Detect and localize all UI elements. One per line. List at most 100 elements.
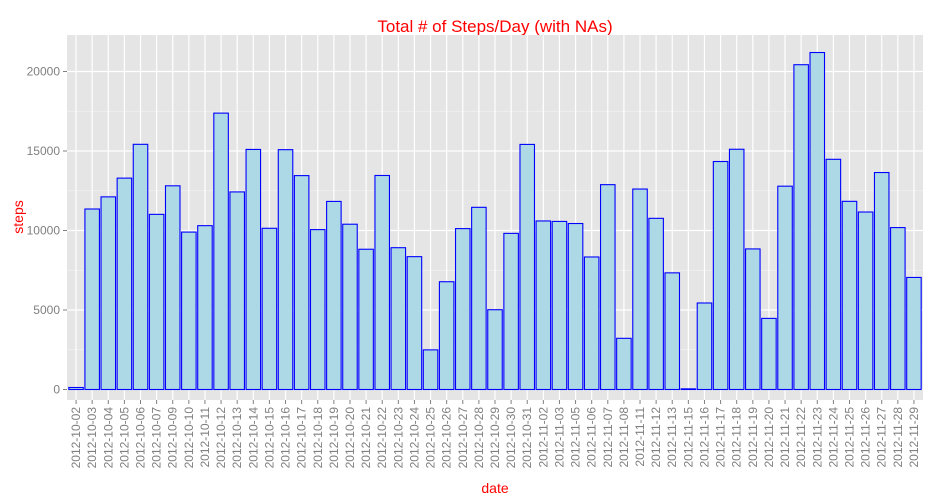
bar-2012-11-27 — [873, 171, 890, 391]
bar-2012-10-20 — [342, 223, 358, 391]
x-tick-label: 2012-11-03 — [552, 407, 566, 468]
x-tick-label: 2012-11-22 — [794, 407, 808, 468]
x-tick-label: 2012-11-07 — [601, 407, 615, 468]
x-tick-label: 2012-11-21 — [778, 407, 792, 468]
x-tick-label: 2012-10-31 — [520, 407, 534, 469]
x-tick-label: 2012-10-20 — [343, 407, 357, 469]
bar-2012-11-16 — [696, 302, 713, 391]
y-axis: 0 5000 10000 15000 20000 — [27, 65, 67, 397]
bar-2012-10-21 — [358, 248, 374, 391]
x-tick-label: 2012-10-16 — [279, 407, 293, 469]
bar-2012-11-05 — [567, 222, 584, 391]
bar-2012-10-17 — [293, 175, 310, 391]
bar-2012-10-18 — [309, 229, 326, 391]
x-tick-label: 2012-11-02 — [536, 407, 550, 468]
x-tick-label: 2012-11-17 — [714, 407, 728, 468]
bar-2012-10-13 — [229, 191, 245, 391]
x-tick-label: 2012-10-06 — [134, 407, 148, 469]
x-tick-label: 2012-11-29 — [907, 407, 921, 468]
bar-2012-10-28 — [471, 206, 487, 391]
bar-2012-11-08 — [616, 337, 632, 391]
bar-2012-11-02 — [535, 220, 552, 391]
x-tick-label: 2012-10-28 — [472, 407, 486, 469]
x-tick-label: 2012-10-11 — [198, 407, 212, 468]
bar-2012-10-05 — [116, 177, 133, 391]
bar-2012-11-11 — [632, 188, 648, 391]
x-tick-label: 2012-10-10 — [182, 407, 196, 469]
x-tick-label: 2012-10-15 — [262, 407, 276, 469]
bar-2012-10-03 — [84, 208, 100, 391]
bar-2012-10-24 — [406, 256, 423, 391]
bar-2012-11-21 — [777, 185, 793, 391]
x-tick-label: 2012-10-03 — [85, 407, 99, 469]
bar-2012-11-15 — [680, 388, 697, 391]
x-tick-label: 2012-11-06 — [585, 407, 599, 468]
bar-2012-10-27 — [454, 228, 471, 391]
bar-2012-11-07 — [599, 184, 616, 391]
x-tick-label: 2012-11-26 — [859, 407, 873, 468]
x-tick-label: 2012-10-17 — [295, 407, 309, 469]
bar-2012-10-26 — [438, 281, 455, 391]
bar-2012-11-25 — [841, 200, 858, 391]
x-tick-label: 2012-10-04 — [101, 407, 115, 469]
bar-2012-10-09 — [164, 185, 181, 391]
bar-2012-11-13 — [664, 272, 681, 391]
y-tick-label: 0 — [53, 383, 60, 397]
x-tick-label: 2012-10-21 — [359, 407, 373, 469]
bar-2012-10-19 — [326, 200, 342, 391]
y-tick-label: 5000 — [33, 303, 60, 317]
x-tick-label: 2012-11-20 — [762, 407, 776, 468]
bar-2012-10-06 — [132, 143, 149, 391]
x-tick-label: 2012-10-14 — [246, 407, 260, 469]
x-tick-label: 2012-10-18 — [311, 407, 325, 469]
x-tick-label: 2012-11-18 — [730, 407, 744, 468]
bars-group — [68, 51, 922, 391]
x-tick-label: 2012-11-13 — [665, 407, 679, 468]
bar-2012-10-30 — [503, 232, 519, 391]
y-tick-label: 15000 — [27, 144, 61, 158]
x-tick-label: 2012-10-30 — [504, 407, 518, 469]
bar-2012-10-29 — [487, 309, 503, 391]
x-tick-label: 2012-11-25 — [842, 407, 856, 468]
bar-2012-11-23 — [809, 51, 826, 391]
bar-2012-10-25 — [422, 349, 439, 391]
bar-2012-11-29 — [906, 276, 922, 391]
x-tick-label: 2012-11-11 — [633, 407, 647, 467]
bar-2012-11-12 — [648, 217, 664, 391]
bar-2012-10-22 — [374, 174, 391, 391]
bar-2012-10-16 — [277, 149, 294, 391]
x-tick-label: 2012-10-26 — [440, 407, 454, 469]
x-tick-label: 2012-10-22 — [375, 407, 389, 469]
x-tick-label: 2012-10-07 — [150, 407, 164, 469]
x-tick-label: 2012-11-05 — [569, 407, 583, 468]
bar-2012-10-07 — [148, 213, 165, 391]
bar-2012-10-04 — [100, 196, 117, 391]
y-tick-label: 10000 — [27, 224, 61, 238]
bar-2012-10-23 — [390, 247, 407, 391]
bar-2012-10-10 — [181, 231, 197, 391]
x-tick-label: 2012-10-05 — [117, 407, 131, 469]
bar-2012-11-26 — [857, 211, 874, 391]
x-tick-label: 2012-11-24 — [826, 407, 840, 468]
x-tick-label: 2012-11-15 — [681, 407, 695, 468]
x-tick-label: 2012-10-13 — [230, 407, 244, 469]
x-tick-label: 2012-10-27 — [456, 407, 470, 469]
bar-2012-11-28 — [890, 227, 906, 391]
x-tick-label: 2012-10-12 — [214, 407, 228, 469]
bar-2012-10-11 — [197, 225, 213, 391]
y-axis-title: steps — [10, 200, 26, 233]
x-tick-label: 2012-11-19 — [746, 407, 760, 468]
chart-title: Total # of Steps/Day (with NAs) — [377, 17, 612, 36]
x-tick-label: 2012-10-09 — [166, 407, 180, 469]
bar-2012-11-18 — [728, 148, 745, 391]
x-tick-label: 2012-10-24 — [407, 407, 421, 469]
y-tick-label: 20000 — [27, 65, 61, 79]
x-axis-title: date — [481, 480, 508, 496]
x-tick-label: 2012-11-23 — [810, 407, 824, 468]
x-tick-label: 2012-10-02 — [69, 407, 83, 469]
x-tick-label: 2012-11-28 — [891, 407, 905, 468]
bar-2012-11-06 — [583, 256, 600, 391]
bar-2012-10-14 — [245, 148, 262, 391]
bar-2012-11-17 — [712, 160, 729, 391]
bar-2012-11-22 — [793, 64, 809, 391]
